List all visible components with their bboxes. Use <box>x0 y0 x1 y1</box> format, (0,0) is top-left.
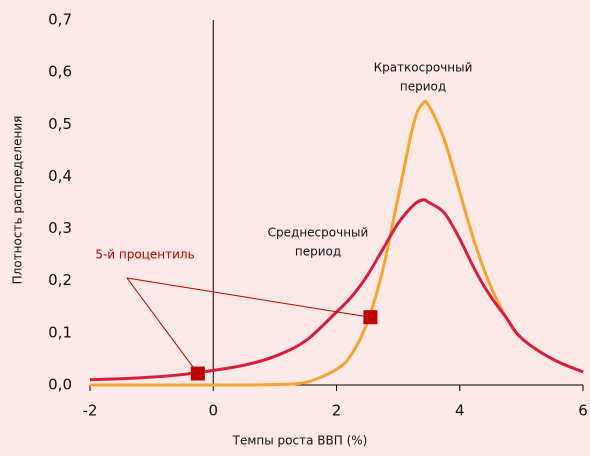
series-label: период <box>295 245 341 259</box>
x-tick-label: -2 <box>83 402 98 420</box>
x-tick-label: 6 <box>578 402 588 420</box>
y-tick-label: 0,1 <box>48 323 72 341</box>
percentile-marker <box>363 310 378 325</box>
y-axis-title: Плотность распределения <box>11 116 25 285</box>
y-tick-label: 0,3 <box>48 219 72 237</box>
series-label: Краткосрочный <box>374 61 473 75</box>
y-tick-label: 0,4 <box>48 167 72 185</box>
y-tick-label: 0,2 <box>48 271 72 289</box>
line-series <box>90 99 584 387</box>
y-tick-label: 0,7 <box>48 11 72 29</box>
x-tick-label: 0 <box>208 402 218 420</box>
annotation: 5-й процентиль <box>95 248 194 262</box>
annotation-arrow <box>126 277 199 374</box>
x-axis-title: Темпы роста ВВП (%) <box>232 434 368 448</box>
line-series <box>89 198 584 382</box>
series-label: период <box>400 80 446 94</box>
percentile-marker <box>190 366 205 381</box>
y-tick-label: 0,6 <box>48 63 72 81</box>
y-tick-label: 0,0 <box>48 376 72 394</box>
y-tick-label: 0,5 <box>48 115 72 133</box>
x-tick-label: 4 <box>455 402 465 420</box>
series-label: Среднесрочный <box>268 226 369 240</box>
x-tick-label: 2 <box>332 402 342 420</box>
annotation-arrow <box>126 277 371 318</box>
